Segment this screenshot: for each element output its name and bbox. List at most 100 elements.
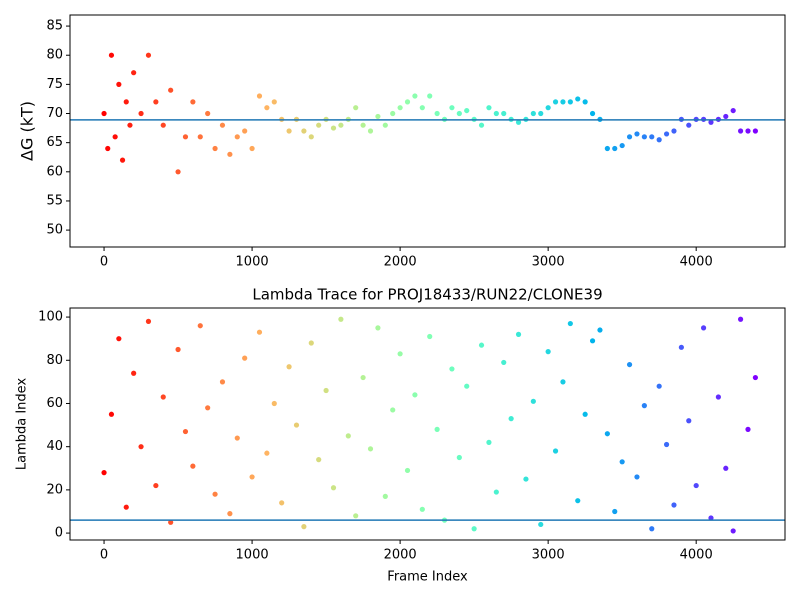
point [382, 493, 388, 499]
point [175, 169, 181, 175]
point [634, 474, 640, 480]
point [116, 336, 122, 342]
point [737, 316, 744, 322]
point [708, 119, 714, 125]
point [745, 128, 751, 134]
point [486, 439, 492, 445]
point [619, 459, 625, 465]
y-tick-label: 50 [46, 223, 63, 238]
point [205, 405, 211, 411]
point [219, 122, 226, 128]
x-tick-label: 4000 [680, 255, 713, 270]
point [123, 99, 129, 105]
point [493, 489, 499, 495]
point [316, 457, 322, 463]
x-tick-label: 1000 [236, 548, 269, 563]
point [649, 134, 655, 140]
point [160, 122, 166, 128]
y-tick-label: 0 [55, 526, 63, 541]
point [663, 441, 670, 448]
y-axis-label: Lambda Index [15, 378, 30, 471]
point [108, 411, 115, 417]
y-tick-label: 60 [46, 164, 63, 179]
point [131, 370, 137, 376]
point [316, 122, 322, 128]
y-tick-label: 85 [46, 19, 63, 34]
x-tick-label: 0 [100, 255, 108, 270]
point [108, 52, 115, 58]
point [212, 491, 218, 497]
point [626, 361, 633, 368]
point [604, 431, 610, 437]
point [375, 113, 381, 120]
point [101, 470, 107, 476]
x-axis-label: Frame Index [387, 570, 468, 585]
point [105, 145, 111, 152]
y-tick-label: 80 [46, 48, 63, 63]
point [264, 105, 270, 111]
point [227, 151, 233, 157]
point [671, 502, 677, 508]
point [182, 134, 189, 140]
point [493, 110, 499, 117]
point [575, 96, 581, 102]
point [737, 128, 744, 134]
point [656, 137, 662, 143]
point [175, 346, 181, 353]
y-tick-label: 20 [46, 482, 63, 497]
point [671, 128, 677, 134]
point [256, 93, 263, 99]
point [427, 333, 433, 340]
point [153, 482, 159, 489]
point [708, 515, 714, 521]
point [197, 323, 203, 329]
point [641, 134, 647, 140]
point [478, 342, 485, 348]
point [723, 113, 729, 120]
point [330, 125, 337, 131]
point [486, 105, 492, 111]
point [390, 407, 396, 413]
point [693, 482, 699, 489]
point [552, 99, 559, 105]
y-tick-label: 80 [46, 353, 63, 368]
y-tick-label: 55 [46, 193, 63, 208]
y-tick-label: 40 [46, 439, 63, 454]
point [449, 105, 455, 111]
point [501, 359, 507, 366]
point [397, 351, 403, 357]
point [456, 110, 462, 117]
point [234, 134, 240, 140]
x-tick-label: 3000 [532, 548, 565, 563]
point [119, 157, 126, 163]
point [212, 145, 218, 152]
point [471, 526, 477, 532]
point [545, 349, 551, 355]
point [515, 119, 522, 125]
point [412, 93, 418, 99]
point [360, 374, 366, 381]
point [634, 131, 640, 137]
point [360, 122, 366, 128]
x-tick-label: 3000 [532, 255, 565, 270]
point [138, 110, 144, 117]
point [449, 366, 455, 372]
point [589, 110, 596, 117]
point [434, 110, 440, 117]
point [390, 110, 396, 117]
point [464, 107, 470, 114]
point [345, 433, 351, 439]
y-tick-label: 75 [46, 77, 63, 92]
x-tick-label: 0 [100, 548, 108, 563]
point [264, 450, 270, 456]
axes-frame [69, 307, 786, 541]
point [619, 142, 625, 149]
chart-title: Lambda Trace for PROJ18433/RUN22/CLONE39 [252, 286, 602, 304]
point [604, 145, 610, 152]
point [249, 145, 255, 152]
point [242, 128, 248, 134]
point [567, 99, 573, 105]
point [145, 52, 152, 58]
